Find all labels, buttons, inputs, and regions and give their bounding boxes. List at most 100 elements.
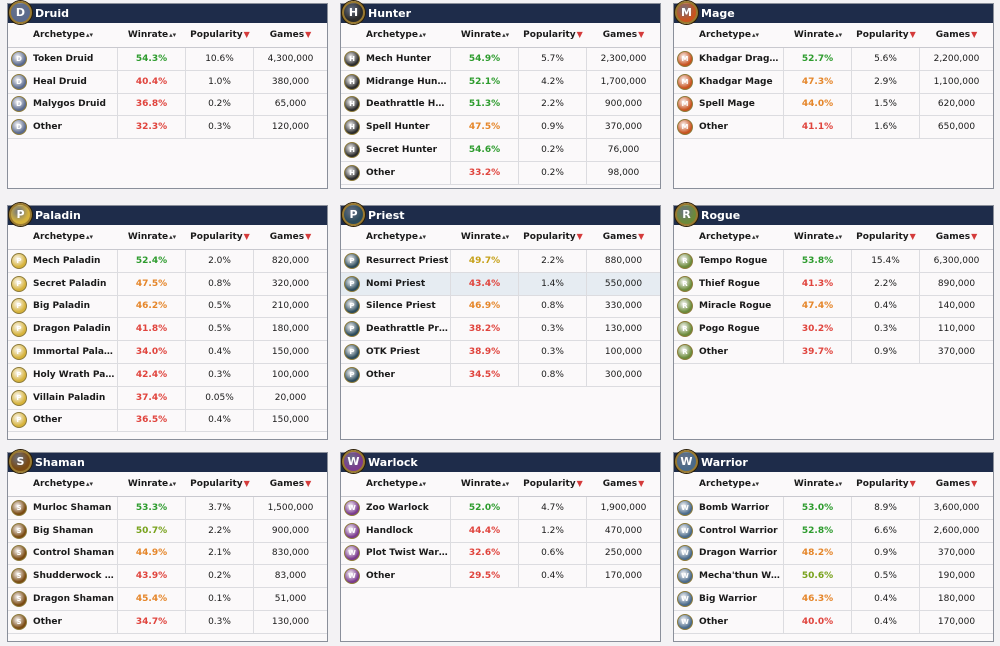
table-row[interactable]: H Spell Hunter 47.5% 0.9% 370,000	[341, 116, 660, 140]
table-row[interactable]: S Murloc Shaman 53.3% 3.7% 1,500,000	[8, 497, 327, 520]
table-row[interactable]: R Other 39.7% 0.9% 370,000	[674, 341, 993, 364]
table-row[interactable]: P Silence Priest 46.9% 0.8% 330,000	[341, 295, 660, 319]
table-row[interactable]: W Zoo Warlock 52.0% 4.7% 1,900,000	[341, 497, 660, 520]
table-row[interactable]: W Mecha'thun Wa... 50.6% 0.5% 190,000	[674, 565, 993, 589]
archetype-cell[interactable]: P Dragon Paladin	[8, 318, 118, 341]
table-row[interactable]: S Control Shaman 44.9% 2.1% 830,000	[8, 542, 327, 566]
sort-toggle-icon[interactable]: ▴▾	[85, 31, 93, 39]
column-header-popularity[interactable]: Popularity▼	[186, 30, 254, 40]
archetype-cell[interactable]: W Handlock	[341, 519, 451, 542]
sort-toggle-icon[interactable]: ▴▾	[835, 233, 843, 241]
sort-desc-icon[interactable]: ▼	[909, 479, 916, 488]
archetype-cell[interactable]: S Other	[8, 610, 118, 633]
column-header-popularity[interactable]: Popularity▼	[186, 232, 254, 242]
archetype-name[interactable]: Midrange Hunter	[366, 76, 450, 87]
archetype-cell[interactable]: S Big Shaman	[8, 519, 118, 542]
archetype-cell[interactable]: R Tempo Rogue	[674, 250, 784, 272]
archetype-cell[interactable]: P Secret Paladin	[8, 272, 118, 295]
column-header-games[interactable]: Games▼	[254, 30, 327, 40]
archetype-name[interactable]: Plot Twist Warl...	[366, 548, 450, 559]
archetype-name[interactable]: Other	[366, 369, 395, 380]
column-header-popularity[interactable]: Popularity▼	[852, 479, 920, 489]
archetype-name[interactable]: Handlock	[366, 525, 414, 536]
archetype-cell[interactable]: W Bomb Warrior	[674, 497, 784, 519]
archetype-cell[interactable]: D Token Druid	[8, 48, 118, 70]
table-row[interactable]: S Shudderwock S... 43.9% 0.2% 83,000	[8, 565, 327, 589]
archetype-cell[interactable]: S Shudderwock S...	[8, 565, 118, 588]
archetype-name[interactable]: Mech Hunter	[366, 53, 432, 64]
archetype-cell[interactable]: R Pogo Rogue	[674, 318, 784, 341]
archetype-cell[interactable]: P Nomi Priest	[341, 272, 451, 295]
table-row[interactable]: H Secret Hunter 54.6% 0.2% 76,000	[341, 139, 660, 162]
sort-toggle-icon[interactable]: ▴▾	[169, 480, 177, 488]
table-row[interactable]: D Malygos Druid 36.8% 0.2% 65,000	[8, 93, 327, 117]
archetype-name[interactable]: Bomb Warrior	[699, 502, 770, 513]
table-row[interactable]: W Dragon Warrior 48.2% 0.9% 370,000	[674, 542, 993, 566]
column-header-games[interactable]: Games▼	[920, 479, 993, 489]
table-row[interactable]: P Secret Paladin 47.5% 0.8% 320,000	[8, 272, 327, 296]
archetype-cell[interactable]: D Other	[8, 116, 118, 139]
archetype-cell[interactable]: W Control Warrior	[674, 519, 784, 542]
archetype-cell[interactable]: M Spell Mage	[674, 93, 784, 116]
table-row[interactable]: M Khadgar Drago... 52.7% 5.6% 2,200,000	[674, 48, 993, 71]
sort-toggle-icon[interactable]: ▴▾	[835, 31, 843, 39]
sort-desc-icon[interactable]: ▼	[243, 479, 250, 488]
archetype-name[interactable]: Zoo Warlock	[366, 502, 429, 513]
archetype-cell[interactable]: P Mech Paladin	[8, 250, 118, 272]
table-row[interactable]: R Miracle Rogue 47.4% 0.4% 140,000	[674, 295, 993, 319]
archetype-name[interactable]: Secret Hunter	[366, 145, 438, 156]
column-header-winrate[interactable]: Winrate▴▾	[784, 30, 852, 40]
archetype-name[interactable]: Heal Druid	[33, 76, 87, 87]
archetype-cell[interactable]: P Other	[8, 409, 118, 432]
archetype-name[interactable]: Miracle Rogue	[699, 301, 772, 312]
archetype-name[interactable]: Holy Wrath Pal...	[33, 369, 117, 380]
archetype-name[interactable]: Other	[33, 122, 62, 133]
sort-desc-icon[interactable]: ▼	[576, 232, 583, 241]
table-row[interactable]: D Other 32.3% 0.3% 120,000	[8, 116, 327, 140]
archetype-cell[interactable]: R Miracle Rogue	[674, 295, 784, 318]
table-row[interactable]: M Other 41.1% 1.6% 650,000	[674, 116, 993, 140]
table-row[interactable]: W Plot Twist Warl... 32.6% 0.6% 250,000	[341, 542, 660, 566]
table-row[interactable]: R Thief Rogue 41.3% 2.2% 890,000	[674, 272, 993, 296]
sort-desc-icon[interactable]: ▼	[638, 30, 645, 39]
archetype-name[interactable]: Murloc Shaman	[33, 502, 112, 513]
sort-toggle-icon[interactable]: ▴▾	[751, 31, 759, 39]
archetype-name[interactable]: Other	[699, 122, 728, 133]
column-header-games[interactable]: Games▼	[587, 30, 660, 40]
table-row[interactable]: P Immortal Paladin 34.0% 0.4% 150,000	[8, 341, 327, 364]
table-row[interactable]: P Other 34.5% 0.8% 300,000	[341, 363, 660, 387]
archetype-name[interactable]: Other	[699, 616, 728, 627]
archetype-name[interactable]: Dragon Warrior	[699, 548, 778, 559]
sort-desc-icon[interactable]: ▼	[909, 30, 916, 39]
sort-toggle-icon[interactable]: ▴▾	[418, 31, 426, 39]
sort-toggle-icon[interactable]: ▴▾	[85, 233, 93, 241]
archetype-name[interactable]: OTK Priest	[366, 347, 420, 358]
archetype-cell[interactable]: P Big Paladin	[8, 295, 118, 318]
archetype-name[interactable]: Big Shaman	[33, 525, 94, 536]
sort-desc-icon[interactable]: ▼	[305, 479, 312, 488]
table-row[interactable]: P Mech Paladin 52.4% 2.0% 820,000	[8, 250, 327, 273]
archetype-cell[interactable]: H Deathrattle Hu...	[341, 93, 451, 116]
sort-toggle-icon[interactable]: ▴▾	[502, 31, 510, 39]
archetype-cell[interactable]: W Other	[341, 565, 451, 588]
sort-desc-icon[interactable]: ▼	[971, 30, 978, 39]
table-row[interactable]: W Control Warrior 52.8% 6.6% 2,600,000	[674, 519, 993, 543]
table-row[interactable]: S Other 34.7% 0.3% 130,000	[8, 610, 327, 634]
archetype-cell[interactable]: W Mecha'thun Wa...	[674, 565, 784, 588]
sort-desc-icon[interactable]: ▼	[305, 232, 312, 241]
column-header-winrate[interactable]: Winrate▴▾	[784, 232, 852, 242]
archetype-name[interactable]: Big Paladin	[33, 301, 91, 312]
archetype-name[interactable]: Other	[366, 571, 395, 582]
archetype-cell[interactable]: P Villain Paladin	[8, 386, 118, 409]
archetype-name[interactable]: Pogo Rogue	[699, 324, 760, 335]
table-row[interactable]: P Big Paladin 46.2% 0.5% 210,000	[8, 295, 327, 319]
column-header-games[interactable]: Games▼	[254, 232, 327, 242]
sort-toggle-icon[interactable]: ▴▾	[169, 233, 177, 241]
table-row[interactable]: M Khadgar Mage 47.3% 2.9% 1,100,000	[674, 70, 993, 94]
table-row[interactable]: D Heal Druid 40.4% 1.0% 380,000	[8, 70, 327, 94]
archetype-name[interactable]: Mecha'thun Wa...	[699, 571, 783, 582]
archetype-name[interactable]: Other	[33, 415, 62, 426]
archetype-cell[interactable]: P Holy Wrath Pal...	[8, 363, 118, 386]
column-header-archetype[interactable]: Archetype▴▾	[8, 479, 118, 489]
sort-desc-icon[interactable]: ▼	[638, 232, 645, 241]
